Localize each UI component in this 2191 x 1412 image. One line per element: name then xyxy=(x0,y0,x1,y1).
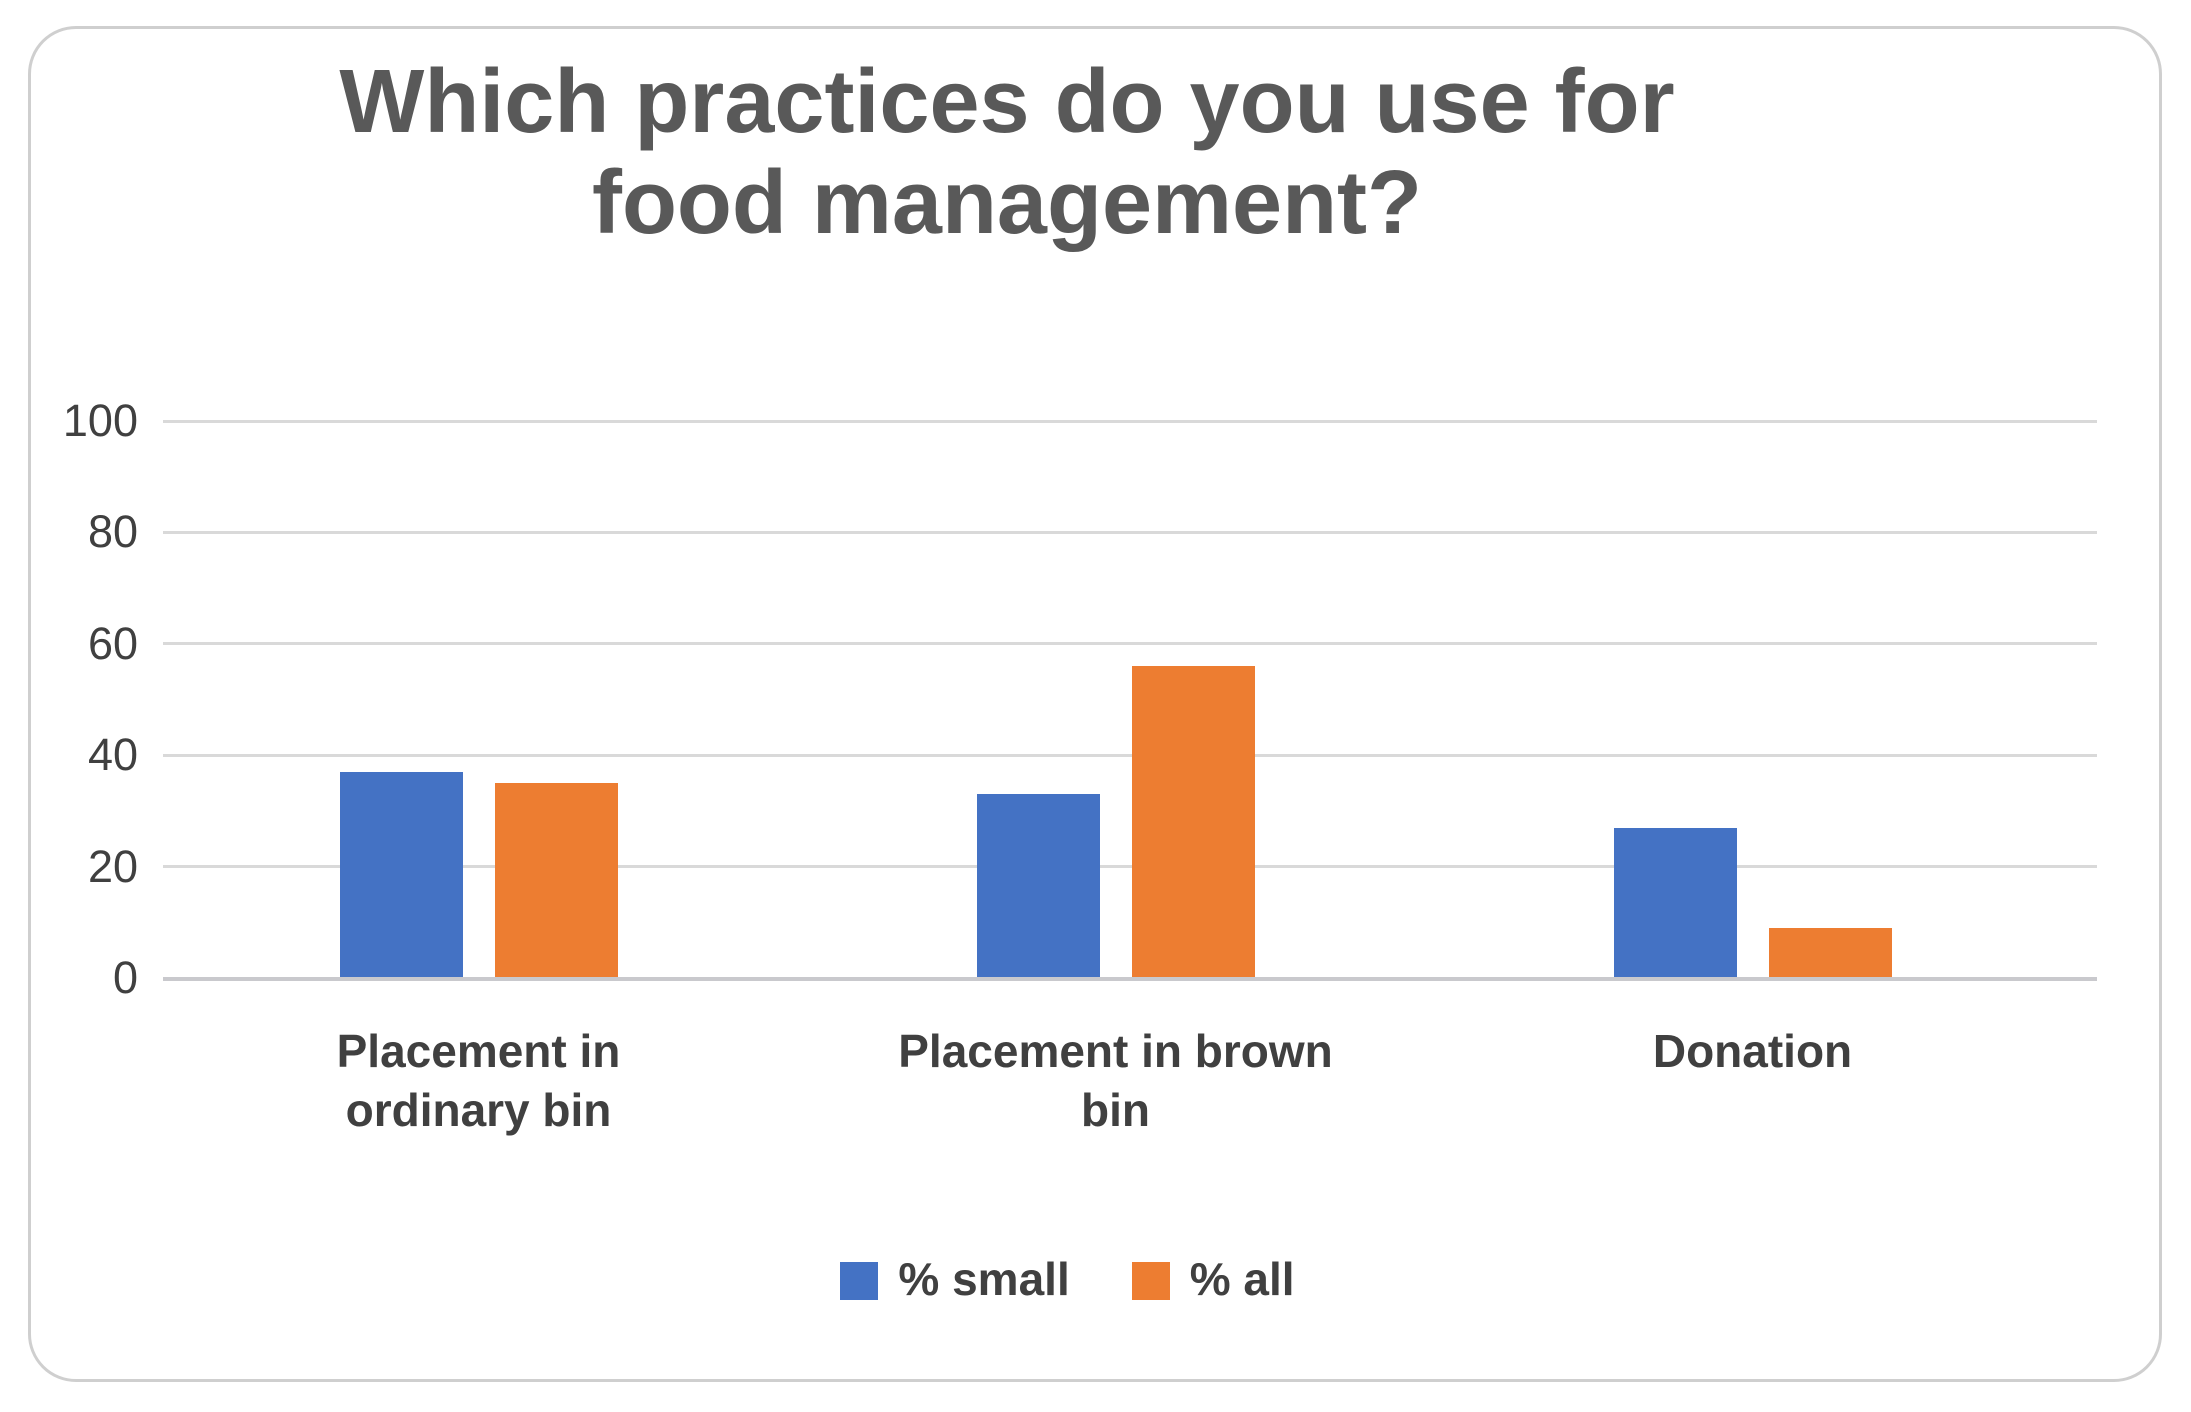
chart-title: Which practices do you use for food mana… xyxy=(0,52,2014,254)
category-label-2: Placement in brown bin xyxy=(898,1025,1333,1136)
chart-title-line1: Which practices do you use for xyxy=(339,52,1675,152)
y-axis-tick-label: 0 xyxy=(112,952,138,1003)
legend-swatch-icon xyxy=(840,1262,879,1300)
legend-label: % small xyxy=(898,1253,1070,1305)
bar-small-category-2 xyxy=(976,794,1100,978)
legend-swatch-icon xyxy=(1131,1262,1170,1300)
bar-all-category-3 xyxy=(1768,927,1892,978)
legend-item-all: % all xyxy=(1131,1252,1295,1306)
gridline-60 xyxy=(163,642,2097,646)
category-label-1: Placement in ordinary bin xyxy=(336,1025,621,1136)
gridline-100 xyxy=(163,419,2097,423)
legend-item-small: % small xyxy=(840,1252,1070,1306)
gridline-80 xyxy=(163,530,2097,534)
x-axis-line xyxy=(163,976,2097,981)
y-axis-tick-label: 20 xyxy=(87,840,138,892)
bar-all-category-1 xyxy=(494,783,618,978)
category-label-3: Donation xyxy=(1652,1025,1853,1077)
chart-title-line2: food management? xyxy=(591,152,1423,253)
y-axis-tick-label: 80 xyxy=(87,506,138,558)
chart-card xyxy=(28,26,2162,1382)
y-axis-tick-label: 100 xyxy=(62,395,138,446)
legend-label: % all xyxy=(1189,1253,1295,1305)
gridline-40 xyxy=(163,753,2097,757)
legend: % small % all xyxy=(0,1252,2135,1306)
bar-small-category-3 xyxy=(1613,827,1737,978)
bar-small-category-1 xyxy=(339,771,463,978)
bar-all-category-2 xyxy=(1131,666,1255,978)
y-axis-tick-label: 40 xyxy=(87,729,138,781)
gridline-20 xyxy=(163,865,2097,869)
y-axis-tick-label: 60 xyxy=(87,617,138,669)
